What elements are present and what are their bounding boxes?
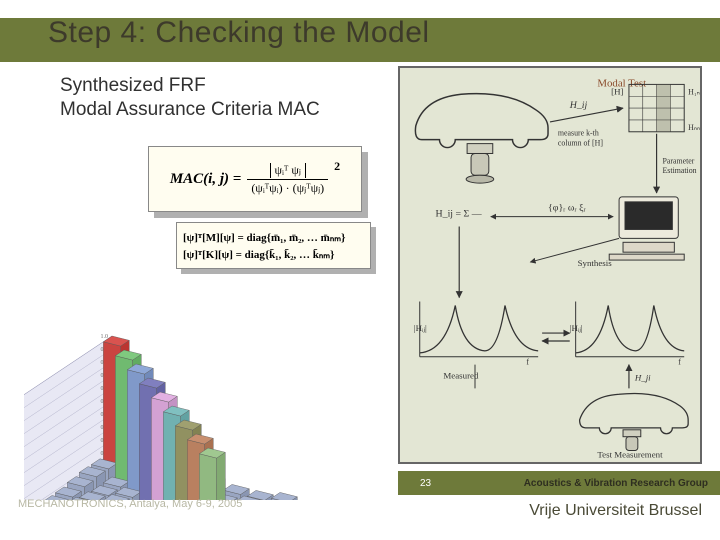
svg-text:H_ij = Σ —: H_ij = Σ — [436, 209, 482, 220]
body-text: Synthesized FRF Modal Assurance Criteria… [60, 74, 320, 122]
svg-text:[H]: [H] [611, 86, 623, 96]
conference-label: MECHANOTRONICS, Antalya, May 6-9, 2005 [18, 498, 242, 510]
body-line-1: Synthesized FRF [60, 74, 320, 98]
svg-text:H_ji: H_ji [634, 372, 651, 382]
svg-text:1.0: 1.0 [101, 334, 109, 340]
body-line-2: Modal Assurance Criteria MAC [60, 98, 320, 122]
research-group-label: Acoustics & Vibration Research Group [524, 478, 708, 489]
university-label: Vrije Universiteit Brussel [529, 502, 702, 520]
svg-text:f: f [526, 358, 529, 367]
svg-text:Synthesis: Synthesis [578, 258, 613, 268]
svg-text:|Hᵢⱼ|: |Hᵢⱼ| [570, 323, 583, 333]
svg-text:|Hᵢⱼ|: |Hᵢⱼ| [414, 323, 427, 333]
slide-title: Step 4: Checking the Model [48, 16, 430, 50]
svg-text:measure k-th: measure k-th [558, 129, 599, 138]
svg-text:Estimation: Estimation [663, 166, 697, 175]
mac-numerator: ψᵢᵀ ψⱼ [270, 163, 306, 178]
mac-exponent: 2 [334, 159, 340, 174]
mac-bar3d-chart: 0.10.20.30.40.50.60.70.80.91.0modemodemo… [24, 178, 396, 500]
svg-text:Hₙₙ: Hₙₙ [688, 123, 700, 132]
svg-text:H_ij: H_ij [569, 100, 588, 111]
svg-text:column of [H]: column of [H] [558, 139, 603, 148]
svg-text:H₁ₙ: H₁ₙ [688, 87, 700, 96]
svg-text:Measured: Measured [443, 370, 479, 380]
svg-text:{φ}ᵣ ωᵣ ξᵣ: {φ}ᵣ ωᵣ ξᵣ [548, 203, 586, 214]
svg-text:f: f [678, 358, 681, 367]
footer-bar: 23 Acoustics & Vibration Research Group [398, 471, 720, 495]
svg-text:Parameter: Parameter [663, 156, 695, 165]
svg-text:Test Measurement: Test Measurement [597, 449, 663, 459]
workflow-diagram: Modal Test[H]H₁ₙHₙₙH_ijmeasure k-thcolum… [398, 66, 702, 464]
page-number: 23 [420, 478, 431, 489]
